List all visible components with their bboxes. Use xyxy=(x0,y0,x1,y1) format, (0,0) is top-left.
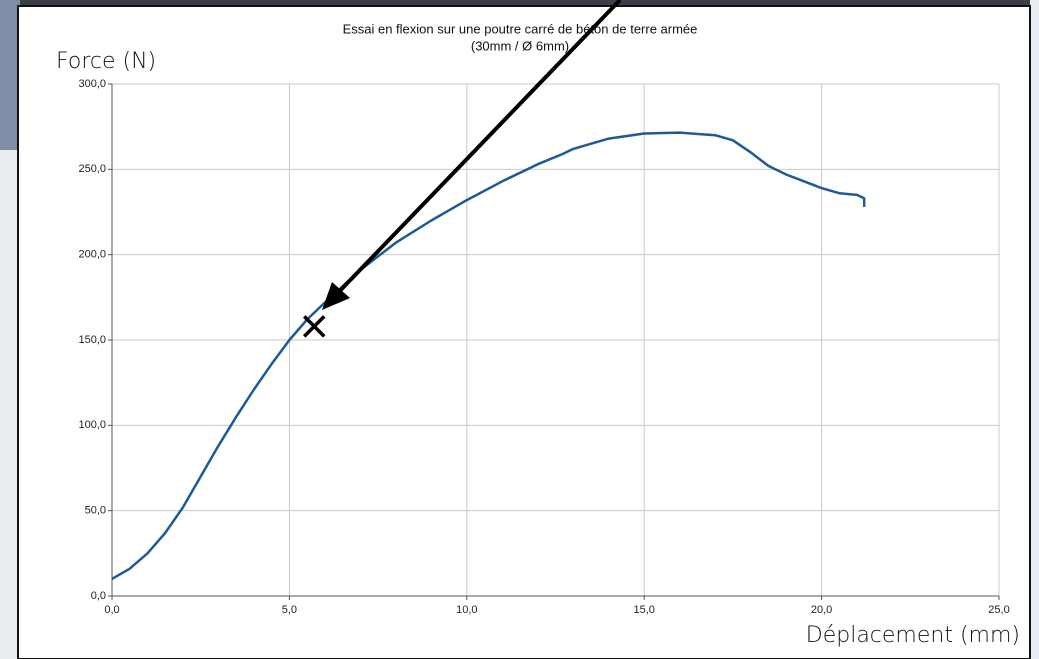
y-tick-label: 0,0 xyxy=(91,590,106,602)
y-axis-label: Force (N) xyxy=(56,49,156,74)
y-tick-label: 300,0 xyxy=(78,78,106,90)
x-tick-label: 15,0 xyxy=(633,604,654,616)
y-tick-label: 250,0 xyxy=(78,163,106,175)
photo-edge xyxy=(0,0,20,150)
chart-title: Essai en flexion sur une poutre carré de… xyxy=(343,21,698,36)
x-tick-label: 0,0 xyxy=(104,604,119,616)
chart-panel xyxy=(17,5,1031,659)
y-tick-label: 100,0 xyxy=(78,419,106,431)
chart-subtitle: (30mm / Ø 6mm) xyxy=(471,38,569,53)
x-tick-label: 10,0 xyxy=(456,604,477,616)
x-tick-label: 5,0 xyxy=(282,604,297,616)
photo-edge xyxy=(20,0,1030,8)
x-tick-label: 20,0 xyxy=(811,604,832,616)
data-line xyxy=(111,131,866,580)
y-tick-label: 150,0 xyxy=(78,334,106,346)
plot-area: 0,0 50,0 100,0 150,0 200,0 250,0 300,0 0,0 5,0 10… xyxy=(78,78,1009,616)
x-axis-label: Déplacement (mm) xyxy=(806,623,1020,648)
arrow-head xyxy=(322,282,350,310)
cross-marker xyxy=(302,315,326,338)
y-tick-label: 200,0 xyxy=(78,249,106,261)
arrow-shaft xyxy=(331,0,622,300)
x-tick-label: 25,0 xyxy=(988,604,1009,616)
y-tick-label: 50,0 xyxy=(85,505,106,517)
